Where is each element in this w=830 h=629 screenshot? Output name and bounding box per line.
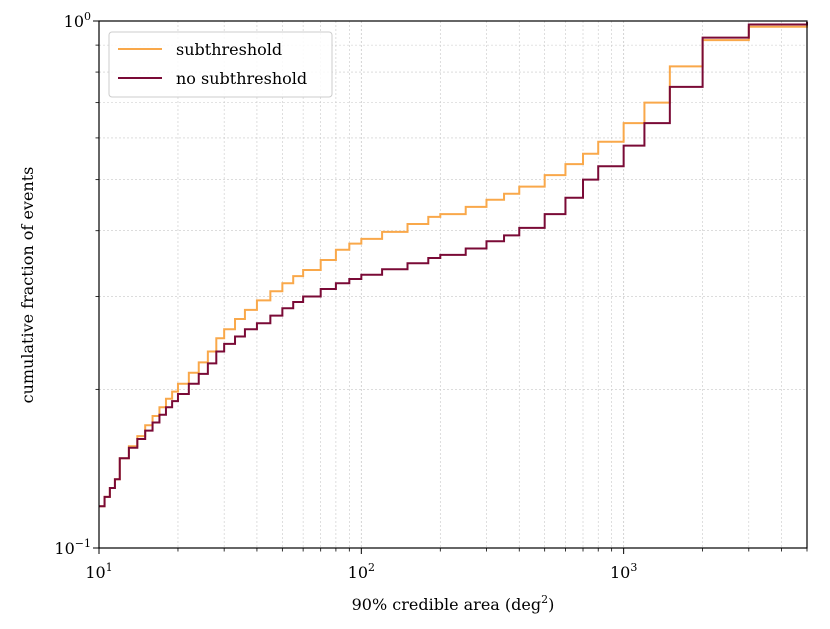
x-tick-label: 101 xyxy=(85,561,112,582)
legend-label-subthreshold: subthreshold xyxy=(176,40,282,59)
plot-frame xyxy=(98,20,808,549)
legend-label-no-subthreshold: no subthreshold xyxy=(176,69,307,88)
x-axis-title: 90% credible area (deg2) xyxy=(352,593,555,614)
series-line-no-subthreshold xyxy=(99,22,808,508)
x-tick-label: 103 xyxy=(610,561,637,582)
series-layer xyxy=(99,22,808,508)
y-tick-label: 10−1 xyxy=(54,537,91,558)
grid xyxy=(98,20,808,549)
x-tick-label: 102 xyxy=(348,561,375,582)
ticks: 101 102 103 10−1 100 xyxy=(54,10,808,582)
y-tick-label: 100 xyxy=(64,10,91,31)
legend-box xyxy=(108,31,333,98)
legend: subthreshold no subthreshold xyxy=(108,31,333,98)
y-axis-title: cumulative fraction of events xyxy=(18,167,37,404)
